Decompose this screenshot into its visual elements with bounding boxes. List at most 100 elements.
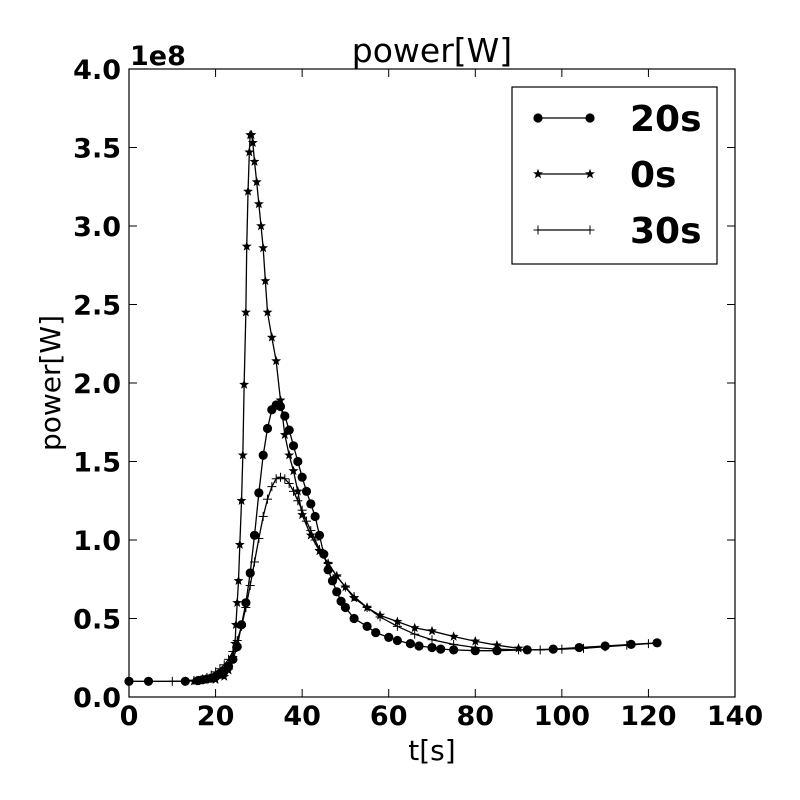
data-point	[258, 511, 268, 521]
chart-title: power[W]	[352, 31, 512, 70]
data-point	[223, 665, 234, 675]
data-point	[535, 645, 545, 655]
data-point	[284, 425, 294, 435]
data-point	[237, 450, 248, 460]
x-tick-label: 80	[456, 701, 494, 732]
legend-marker	[533, 113, 543, 123]
legend-box	[511, 86, 718, 265]
data-point	[219, 671, 230, 681]
data-point	[266, 332, 277, 342]
data-point	[579, 643, 588, 653]
data-point	[243, 186, 253, 196]
data-point	[310, 511, 320, 522]
y-tick-label: 4.0	[73, 55, 121, 86]
data-point	[362, 621, 372, 631]
data-point	[263, 494, 273, 504]
data-point	[314, 530, 325, 540]
data-point	[143, 676, 154, 686]
y-tick-label: 0.5	[73, 605, 121, 636]
data-point	[276, 472, 285, 482]
data-point	[288, 486, 298, 496]
data-point	[254, 488, 264, 498]
data-point	[306, 499, 316, 509]
data-point	[251, 176, 262, 187]
data-point	[362, 603, 372, 613]
data-point	[332, 571, 342, 581]
data-point	[449, 639, 459, 649]
data-point	[448, 631, 459, 641]
data-point	[249, 156, 260, 166]
data-point	[241, 603, 251, 613]
y-tick-label: 1.5	[73, 448, 121, 479]
data-point	[492, 644, 502, 654]
y-axis-title: power[W]	[34, 315, 67, 451]
data-point	[189, 676, 199, 686]
data-point	[340, 602, 351, 613]
legend-item: 0s	[533, 155, 676, 196]
data-point	[224, 654, 234, 664]
data-point	[275, 395, 286, 405]
y-tick-label: 2.0	[73, 369, 121, 400]
legend-label: 30s	[630, 211, 702, 252]
legend-label: 20s	[630, 99, 702, 140]
legend: 20s 0s 30s	[511, 86, 718, 265]
data-point	[293, 496, 303, 506]
data-point	[297, 505, 307, 515]
data-point	[600, 642, 610, 652]
data-point	[240, 307, 251, 317]
ticks-layer: 0 20 40 60 80 100 120 140 0.0 0.5 1.0 1.5 2.0 2.5 3.0 3…	[73, 55, 763, 732]
data-point	[427, 642, 437, 653]
y-tick-label: 2.5	[73, 291, 121, 322]
x-axis-title: t[s]	[408, 734, 455, 767]
data-point	[267, 482, 277, 492]
data-point	[247, 137, 258, 147]
data-point	[275, 401, 286, 412]
data-point	[470, 636, 481, 646]
data-point	[340, 582, 350, 592]
data-point	[258, 450, 268, 460]
data-point	[215, 664, 225, 674]
data-point	[246, 129, 257, 140]
data-point	[245, 581, 255, 591]
data-point	[427, 625, 437, 636]
legend-marker	[585, 225, 595, 235]
data-point	[306, 526, 316, 536]
data-point	[260, 275, 271, 286]
data-point	[643, 639, 653, 649]
data-point	[349, 592, 359, 602]
data-point	[241, 241, 252, 251]
data-point	[323, 559, 333, 569]
series-30s	[167, 472, 653, 686]
data-point	[232, 635, 242, 645]
data-point	[228, 646, 238, 656]
data-point	[234, 539, 245, 549]
plot-frame	[128, 68, 736, 698]
data-point	[232, 597, 243, 608]
data-point	[254, 533, 264, 543]
data-point	[297, 472, 307, 482]
data-point	[288, 441, 299, 451]
data-point	[288, 465, 299, 476]
data-point	[230, 638, 240, 648]
data-point	[392, 635, 402, 646]
legend-marker	[533, 168, 543, 179]
y-tick-label: 0.0	[73, 683, 121, 714]
x-tick-label: 40	[283, 701, 321, 732]
data-point	[258, 242, 269, 253]
data-point	[392, 621, 402, 631]
data-point	[574, 642, 584, 653]
data-point	[449, 645, 459, 655]
data-point	[371, 628, 381, 638]
data-point	[392, 616, 403, 626]
data-point	[227, 652, 238, 662]
data-point	[410, 629, 420, 639]
data-point	[622, 640, 632, 650]
data-point	[301, 516, 311, 526]
legend-item: 20s	[533, 99, 702, 140]
data-point	[405, 639, 415, 649]
data-point	[652, 638, 662, 648]
data-point	[301, 486, 312, 496]
data-point	[262, 423, 273, 434]
data-point	[375, 612, 385, 622]
